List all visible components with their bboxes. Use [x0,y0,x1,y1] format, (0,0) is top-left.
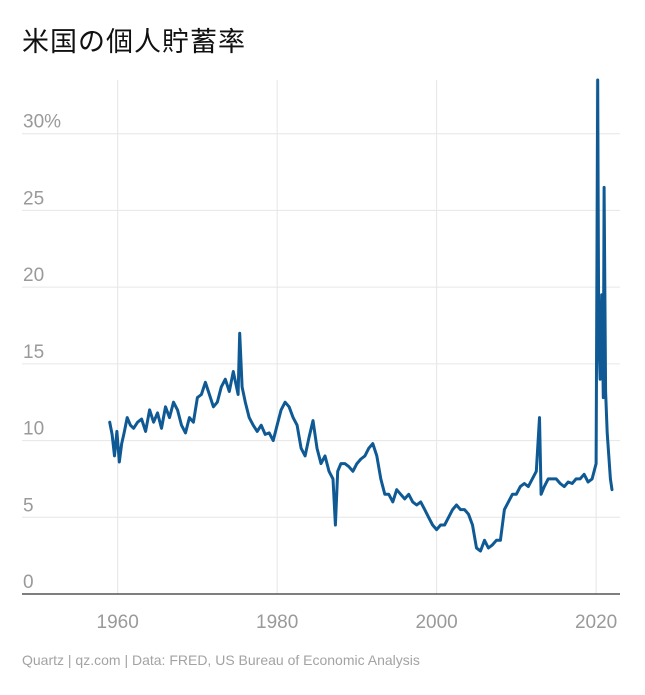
y-tick-label: 0 [23,572,34,593]
y-tick-label: 10 [23,419,44,440]
y-tick-label: 30% [23,112,61,133]
x-tick-label: 1960 [97,612,139,633]
y-tick-label: 25 [23,188,44,209]
series-line-savings-rate [108,78,614,553]
y-tick-label: 15 [23,342,44,363]
x-tick-label: 2020 [575,612,617,633]
source-footer: Quartz | qz.com | Data: FRED, US Bureau … [22,652,420,668]
x-tick-label: 2000 [415,612,457,633]
y-axis-ticks: 0 5 10 15 20 25 30% [23,112,61,593]
x-tick-label: 1980 [256,612,298,633]
chart-title: 米国の個人貯蓄率 [22,27,246,58]
x-axis-ticks: 1960 1980 2000 2020 [97,612,618,633]
line-chart: 0 5 10 15 20 25 30% 1960 1980 2000 2020 [22,78,620,633]
gridlines [22,80,620,594]
y-tick-label: 5 [23,495,34,516]
y-tick-label: 20 [23,265,44,286]
